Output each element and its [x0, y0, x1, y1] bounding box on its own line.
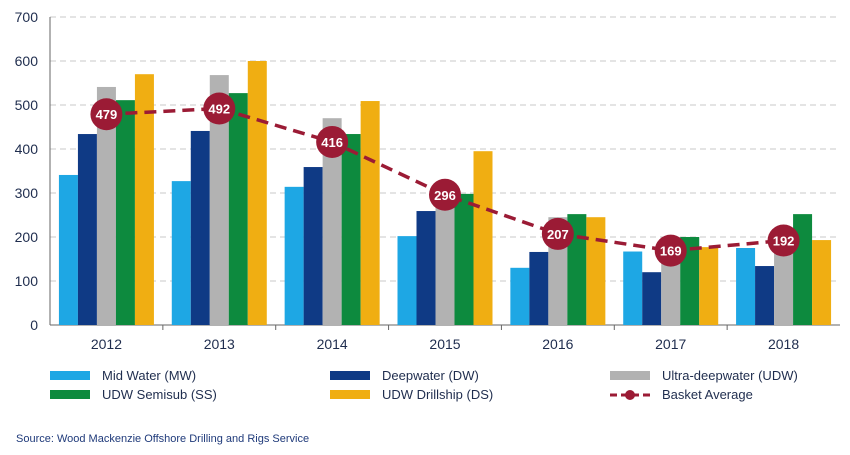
legend-label: Mid Water (MW): [102, 368, 197, 383]
basket-average-label: 479: [96, 107, 118, 122]
legend-swatch: [330, 371, 370, 380]
bar-mid-water-mw--2017: [623, 251, 643, 325]
basket-average-marker: [203, 92, 236, 125]
legend-swatch: [50, 390, 90, 399]
legend-label: UDW Semisub (SS): [102, 387, 217, 402]
bar-deepwater-dw--2012: [77, 134, 97, 325]
bar-deepwater-dw--2014: [303, 167, 323, 325]
legend-label: UDW Drillship (DS): [382, 387, 494, 402]
bar-udw-drillship-ds--2017: [699, 247, 719, 325]
bar-udw-drillship-ds--2014: [360, 101, 380, 325]
x-tick-label: 2015: [429, 336, 460, 352]
legend-item-basket: Basket Average: [610, 387, 753, 402]
legend-line-swatch: [610, 389, 650, 400]
legend-label: Basket Average: [662, 387, 753, 402]
bar-mid-water-mw--2018: [736, 248, 756, 325]
legend-item-mw: Mid Water (MW): [50, 368, 196, 383]
bar-udw-drillship-ds--2018: [812, 240, 832, 325]
basket-average-marker: [767, 224, 800, 257]
bar-deepwater-dw--2018: [755, 266, 775, 325]
y-tick-label: 200: [15, 229, 39, 245]
legend-item-dw: Deepwater (DW): [330, 368, 479, 383]
bar-mid-water-mw--2014: [284, 186, 304, 325]
basket-average-marker: [90, 98, 123, 131]
legend-item-ss: UDW Semisub (SS): [50, 387, 217, 402]
bar-ultra-deepwater-udw--2013: [209, 75, 229, 325]
bar-deepwater-dw--2016: [529, 251, 549, 325]
x-tick-label: 2012: [91, 336, 122, 352]
legend-swatch: [50, 371, 90, 380]
y-tick-label: 500: [15, 97, 39, 113]
bar-deepwater-dw--2017: [642, 272, 662, 325]
y-tick-label: 600: [15, 53, 39, 69]
bar-udw-semisub-ss--2012: [115, 100, 135, 325]
bar-mid-water-mw--2016: [510, 267, 530, 325]
basket-average-marker: [541, 217, 574, 250]
y-tick-label: 700: [15, 9, 39, 25]
legend-item-ds: UDW Drillship (DS): [330, 387, 493, 402]
bar-ultra-deepwater-udw--2015: [435, 207, 455, 325]
bar-udw-semisub-ss--2017: [680, 237, 700, 325]
x-tick-label: 2016: [542, 336, 573, 352]
basket-average-marker: [654, 234, 687, 267]
bar-ultra-deepwater-udw--2014: [322, 118, 342, 325]
chart-svg: 0 100 200 300 400 500 600 700 2012 2013 2014 2015 20…: [15, 9, 840, 352]
bar-mid-water-mw--2012: [58, 174, 78, 325]
legend-item-udw: Ultra-deepwater (UDW): [610, 368, 798, 383]
bar-udw-drillship-ds--2015: [473, 151, 493, 325]
bar-ultra-deepwater-udw--2018: [774, 245, 794, 325]
basket-average-label: 192: [773, 234, 795, 249]
y-tick-label: 300: [15, 185, 39, 201]
bar-deepwater-dw--2015: [416, 211, 436, 325]
basket-average-label: 296: [434, 188, 456, 203]
legend-swatch: [330, 390, 370, 399]
x-tick-label: 2013: [204, 336, 235, 352]
basket-average-label: 169: [660, 244, 682, 259]
source-note: Source: Wood Mackenzie Offshore Drilling…: [16, 433, 310, 445]
bar-deepwater-dw--2013: [190, 130, 210, 325]
bar-udw-semisub-ss--2016: [567, 214, 587, 325]
bar-udw-drillship-ds--2013: [247, 61, 267, 325]
basket-average-marker: [316, 125, 349, 158]
bar-udw-drillship-ds--2012: [134, 74, 154, 325]
legend-swatch: [610, 371, 650, 380]
bar-mid-water-mw--2015: [397, 236, 417, 325]
bar-ultra-deepwater-udw--2012: [96, 86, 116, 326]
basket-average-marker: [429, 178, 461, 211]
bar-ultra-deepwater-udw--2017: [661, 250, 681, 325]
y-tick-label: 100: [15, 273, 39, 289]
basket-average-label: 207: [547, 227, 569, 242]
legend-label: Ultra-deepwater (UDW): [662, 368, 798, 383]
bar-mid-water-mw--2013: [171, 181, 191, 325]
bar-udw-semisub-ss--2015: [454, 193, 474, 325]
bar-udw-semisub-ss--2013: [228, 93, 248, 326]
y-tick-label: 0: [30, 317, 38, 333]
bar-udw-drillship-ds--2016: [586, 217, 606, 325]
x-tick-label: 2014: [317, 336, 348, 352]
legend-label: Deepwater (DW): [382, 368, 479, 383]
x-tick-label: 2017: [655, 336, 686, 352]
y-tick-label: 400: [15, 141, 39, 157]
basket-average-label: 492: [208, 102, 230, 117]
x-tick-label: 2018: [768, 336, 799, 352]
bar-udw-semisub-ss--2014: [341, 134, 361, 325]
basket-average-label: 416: [321, 135, 343, 150]
